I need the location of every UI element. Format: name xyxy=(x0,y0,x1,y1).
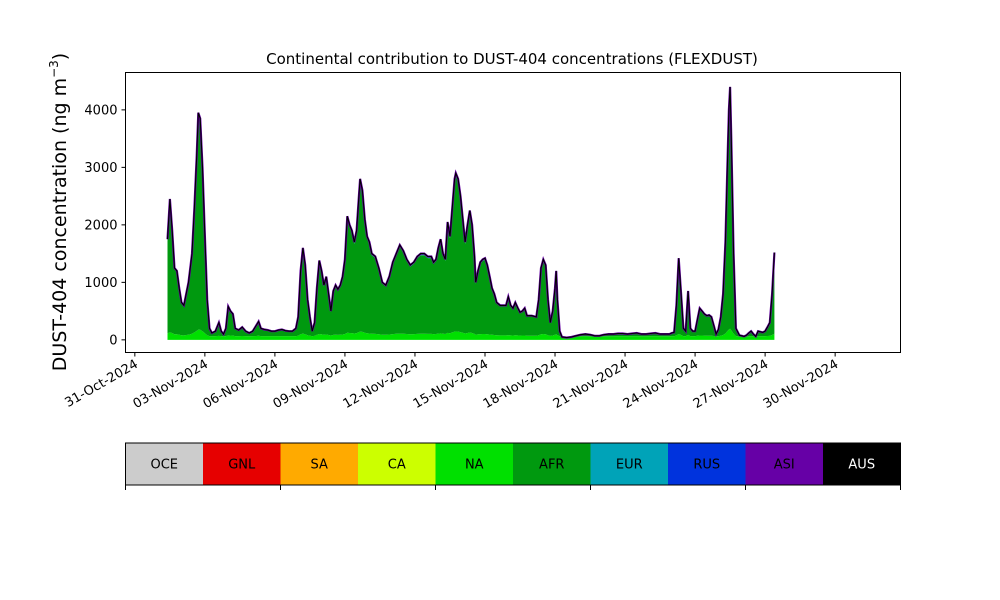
series-line-aus xyxy=(166,86,775,339)
y-tick-label: 2000 xyxy=(84,218,117,233)
y-axis-label: DUST-404 concentration (ng m−3) xyxy=(47,53,71,371)
legend-frame xyxy=(125,442,901,486)
legend-label: NA xyxy=(465,458,484,473)
x-tick-label: 09-Nov-2024 xyxy=(271,357,351,412)
legend-label: CA xyxy=(388,458,406,473)
legend-label: SA xyxy=(311,458,328,473)
legend-swatch-aus xyxy=(823,443,901,485)
y-tick-label: 0 xyxy=(109,333,117,348)
y-tick-label: 1000 xyxy=(84,276,117,291)
legend-swatch-na xyxy=(435,443,514,485)
legend-label: OCE xyxy=(150,458,178,473)
legend-label: GNL xyxy=(228,458,256,473)
plot-frame xyxy=(125,72,901,353)
y-axis-label-main: DUST-404 concentration (ng m xyxy=(49,78,71,371)
chart-title: Continental contribution to DUST-404 con… xyxy=(266,50,758,68)
legend-swatch-sa xyxy=(280,443,359,485)
plot-area xyxy=(166,86,776,340)
legend-label: AUS xyxy=(848,458,875,473)
y-tick-label: 3000 xyxy=(84,161,117,176)
legend-label: EUR xyxy=(616,458,643,473)
legend-swatch-oce xyxy=(125,443,204,485)
legend-swatch-rus xyxy=(668,443,746,485)
x-tick-label: 06-Nov-2024 xyxy=(201,357,281,412)
legend-swatch-afr xyxy=(513,443,591,485)
legend-swatch-eur xyxy=(590,443,669,485)
y-axis: 0 1000 2000 3000 4000 xyxy=(84,103,126,348)
legend-swatch-gnl xyxy=(203,443,281,485)
y-tick-label: 4000 xyxy=(84,103,117,118)
legend-label: AFR xyxy=(539,458,564,473)
x-axis: 31-Oct-202403-Nov-202406-Nov-202409-Nov-… xyxy=(62,352,841,412)
x-tick-label: 03-Nov-2024 xyxy=(131,357,211,412)
y-axis-label-superscript: −3 xyxy=(47,60,61,78)
legend: OCE GNL SA CA NA AFR EUR RUS ASI AUS xyxy=(125,442,901,490)
area-afr xyxy=(167,91,775,338)
x-tick-label: 30-Nov-2024 xyxy=(761,357,841,412)
legend-label: RUS xyxy=(693,458,720,473)
x-tick-label: 31-Oct-2024 xyxy=(62,357,140,411)
legend-swatch-ca xyxy=(358,443,436,485)
x-tick-label: 24-Nov-2024 xyxy=(621,357,701,412)
legend-label: ASI xyxy=(774,458,795,473)
x-tick-label: 15-Nov-2024 xyxy=(411,357,491,412)
legend-swatch-asi xyxy=(745,443,824,485)
x-tick-label: 27-Nov-2024 xyxy=(691,357,771,412)
x-tick-label: 21-Nov-2024 xyxy=(551,357,631,412)
area-na xyxy=(167,328,775,340)
x-tick-label: 12-Nov-2024 xyxy=(341,357,421,412)
x-tick-label: 18-Nov-2024 xyxy=(481,357,561,412)
y-axis-label-close: ) xyxy=(49,53,71,60)
